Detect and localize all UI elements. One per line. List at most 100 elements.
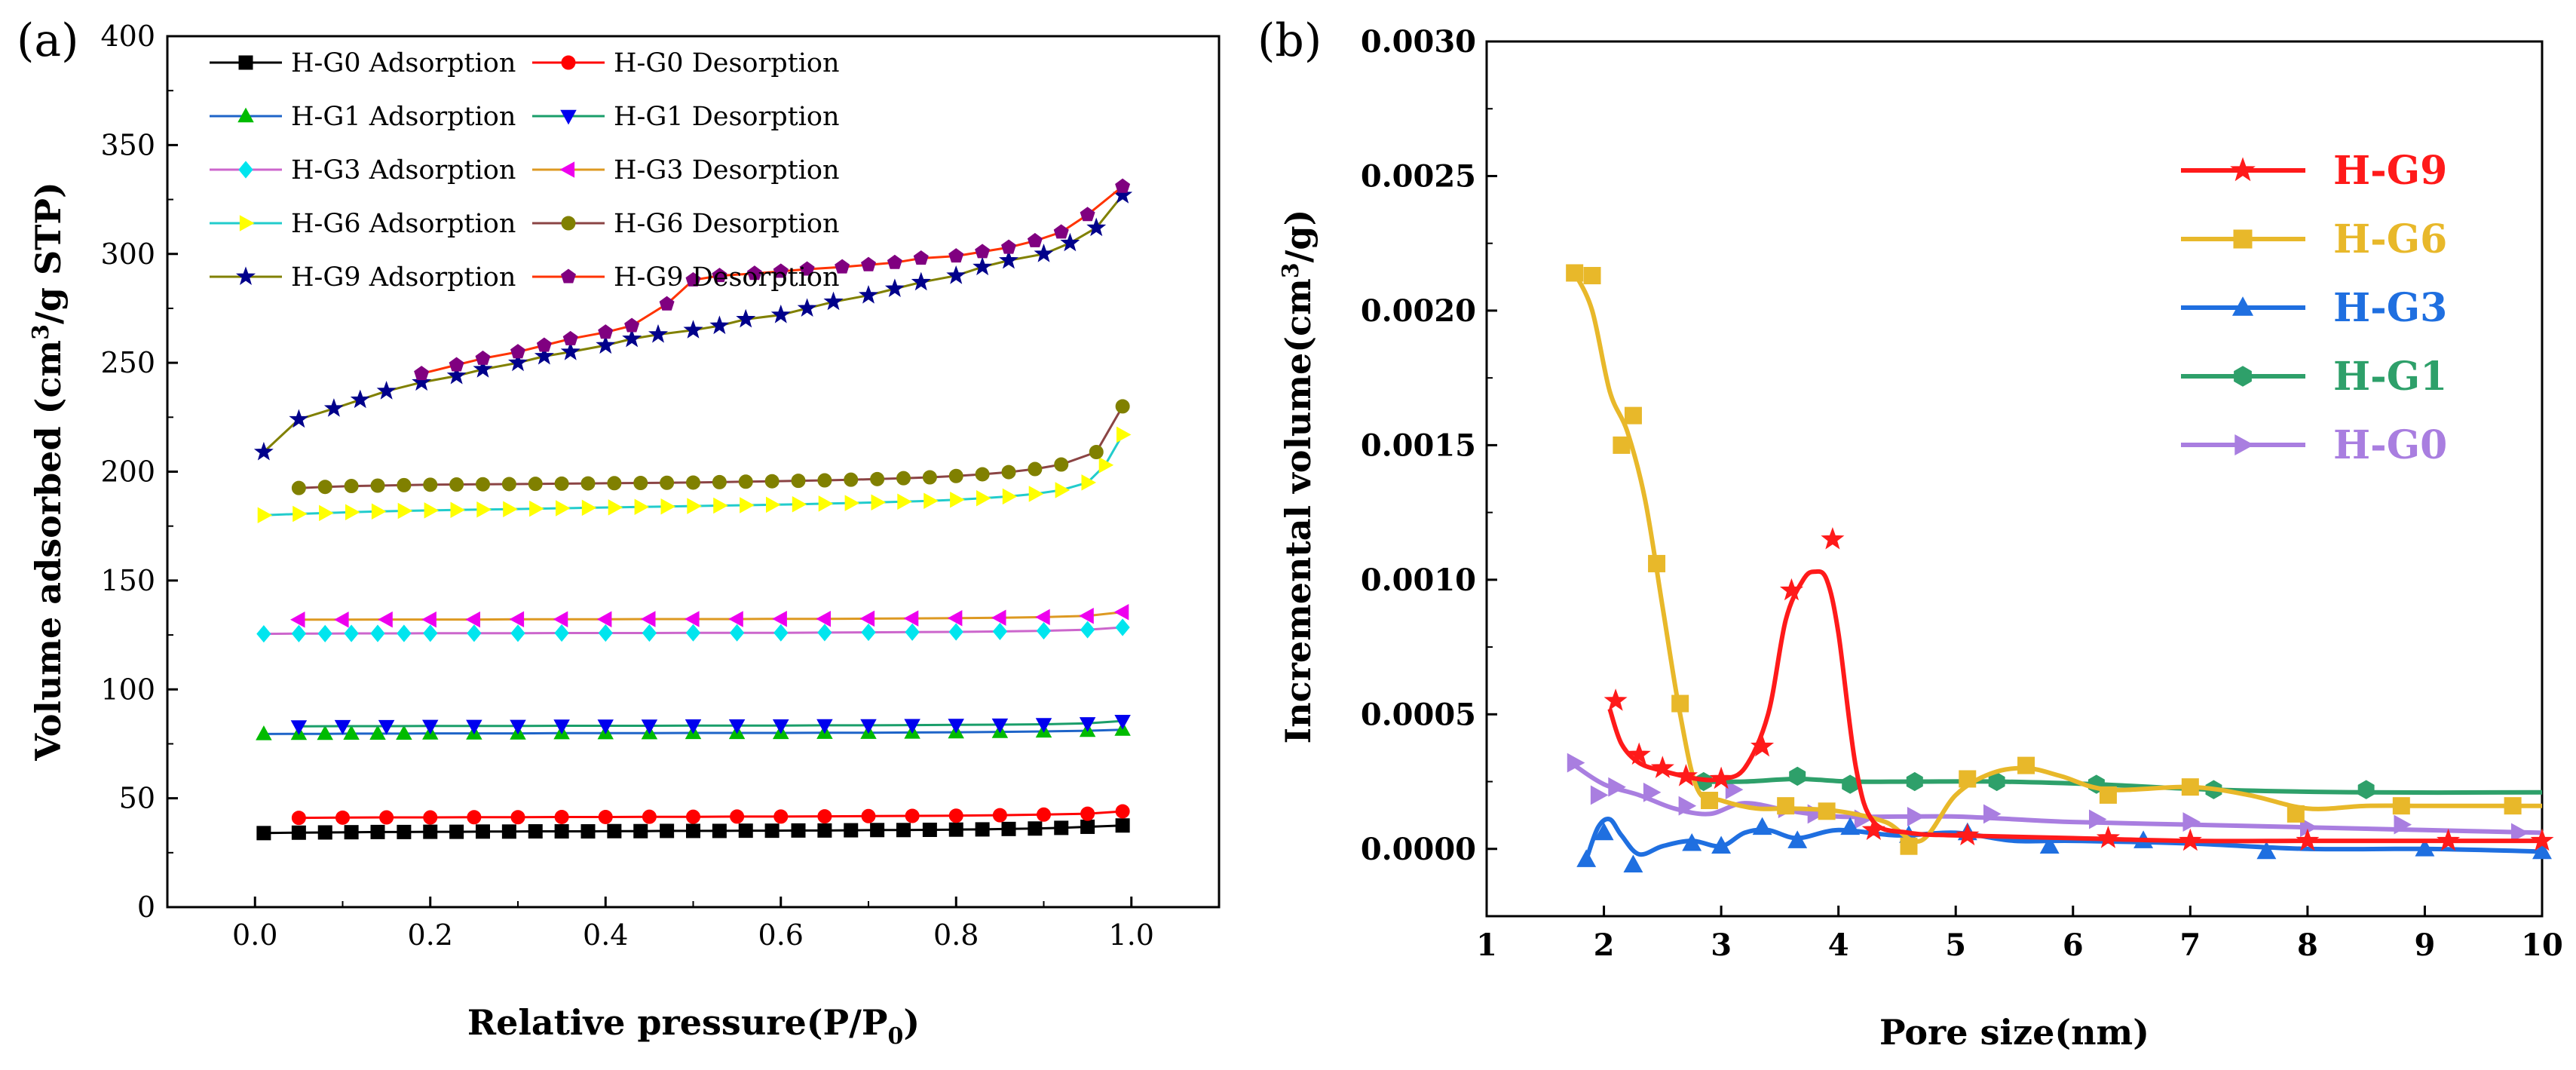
data-point <box>871 494 887 510</box>
data-point <box>998 250 1019 269</box>
data-point <box>2357 780 2375 799</box>
data-point <box>344 624 359 642</box>
data-point <box>1116 426 1132 443</box>
series-h-g0 <box>1567 753 2543 843</box>
series-line <box>299 719 1123 728</box>
data-point <box>887 254 902 269</box>
data-point <box>773 624 789 642</box>
data-point <box>870 471 885 486</box>
data-point <box>1028 461 1043 477</box>
data-point <box>378 611 393 628</box>
data-point <box>376 381 397 400</box>
data-point <box>1080 806 1095 821</box>
data-point <box>465 611 480 628</box>
data-point <box>1650 756 1674 778</box>
data-point <box>291 825 306 840</box>
data-point <box>1079 717 1096 732</box>
legend-marker <box>2234 434 2254 456</box>
data-point <box>1114 715 1131 730</box>
panel-b-legend: H-G9 H-G6 H-G3 H-G1 H-G0 <box>2181 148 2447 468</box>
data-point <box>817 809 832 824</box>
panel-a-y-axis-label: Volume adsorbed (cm3/g STP) <box>28 182 69 762</box>
data-point <box>1701 792 1719 810</box>
y-tick-label: 0.0010 <box>1361 563 1476 598</box>
y-tick-label: 0.0020 <box>1361 293 1476 329</box>
data-point <box>913 250 929 265</box>
legend-marker <box>237 107 254 123</box>
data-point <box>1027 232 1043 247</box>
panel-b-x-axis: 1 2 3 4 5 6 7 8 9 10 <box>1476 906 2563 963</box>
series-line <box>299 406 1124 489</box>
data-point <box>291 480 306 495</box>
y-tick-label: 400 <box>100 20 155 53</box>
x-tick-label: 5 <box>1945 927 1966 963</box>
data-point <box>712 474 727 489</box>
data-point <box>948 468 963 483</box>
data-point <box>1098 457 1114 474</box>
data-point <box>772 610 787 627</box>
data-point <box>554 476 569 491</box>
data-point <box>859 610 875 627</box>
legend-marker <box>2230 157 2256 182</box>
data-point <box>536 337 552 352</box>
data-point <box>861 808 876 823</box>
data-point <box>256 725 272 740</box>
data-point <box>950 491 965 508</box>
data-point <box>1113 603 1129 621</box>
legend-label: H-G6 Adsorption <box>291 209 516 239</box>
legend-label: H-G9 <box>2333 148 2447 194</box>
data-point <box>1861 817 1885 841</box>
data-point <box>1956 823 1980 846</box>
data-point <box>345 504 360 520</box>
data-point <box>253 441 274 461</box>
data-point <box>686 475 700 490</box>
data-point <box>685 624 701 642</box>
data-point <box>685 719 702 734</box>
data-point <box>640 611 656 627</box>
series-curve <box>1607 569 2542 844</box>
data-point <box>449 824 464 839</box>
data-point <box>1001 821 1016 836</box>
data-point <box>1115 818 1130 833</box>
series-h-g6-adsorption <box>257 426 1132 523</box>
data-point <box>764 823 780 839</box>
x-tick-label: 2 <box>1594 927 1615 963</box>
data-point <box>449 357 464 372</box>
data-point <box>475 350 491 365</box>
data-point <box>683 320 703 339</box>
data-point <box>397 824 412 839</box>
data-point <box>596 335 616 354</box>
data-point <box>1054 457 1069 472</box>
data-point <box>991 718 1009 734</box>
data-point <box>1055 482 1071 498</box>
data-point <box>685 271 701 287</box>
data-point <box>738 474 753 489</box>
data-point <box>290 720 308 735</box>
data-point <box>2415 839 2435 857</box>
data-point <box>884 278 905 298</box>
legend-label: H-G6 <box>2333 216 2447 262</box>
data-point <box>1590 785 1609 805</box>
legend-marker <box>559 161 575 178</box>
data-point <box>2287 805 2305 823</box>
data-point <box>2392 797 2410 815</box>
series-line <box>299 810 1123 820</box>
data-point <box>466 719 482 735</box>
data-point <box>1583 267 1601 285</box>
data-point <box>556 500 571 517</box>
data-point <box>1002 488 1018 505</box>
legend-label: H-G3 <box>2333 285 2447 331</box>
data-point <box>1028 821 1043 836</box>
x-tick-label: 3 <box>1711 927 1732 963</box>
data-point <box>473 359 493 378</box>
data-point <box>553 611 568 628</box>
data-point <box>1028 486 1044 502</box>
x-tick-label: 0.8 <box>933 918 979 952</box>
data-point <box>1988 771 2005 792</box>
data-point <box>476 824 490 839</box>
x-tick-label: 0.2 <box>408 918 453 952</box>
data-point <box>334 719 351 735</box>
data-point <box>1671 694 1689 713</box>
data-point <box>371 503 387 520</box>
